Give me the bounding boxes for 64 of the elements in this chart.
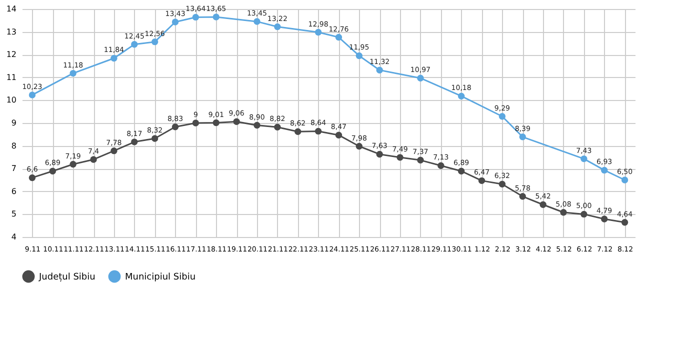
- point: [580, 155, 588, 162]
- point: [233, 118, 240, 125]
- point: [519, 193, 526, 200]
- y-tick-label: 9: [11, 118, 16, 128]
- point: [335, 34, 342, 41]
- point: [294, 128, 302, 136]
- y-tick-label: 8: [11, 141, 16, 150]
- point: [70, 160, 76, 168]
- point: [396, 154, 404, 161]
- point: [498, 113, 506, 120]
- y-tick-label: 10: [6, 96, 16, 105]
- point: [376, 66, 383, 74]
- point: [580, 210, 588, 218]
- point: [192, 120, 200, 126]
- point: [28, 92, 36, 98]
- point: [70, 70, 76, 77]
- y-tick-label: 13: [6, 27, 16, 36]
- point: [49, 168, 56, 174]
- point: [376, 150, 383, 158]
- point: [172, 124, 179, 130]
- point: [519, 134, 526, 140]
- point: [172, 18, 179, 26]
- point: [192, 14, 200, 21]
- point: [621, 176, 628, 184]
- point: [274, 23, 281, 30]
- point: [254, 122, 260, 129]
- point: [110, 54, 118, 62]
- point: [131, 40, 138, 48]
- y-tick-label: 6: [11, 186, 16, 196]
- point: [314, 28, 322, 36]
- y-tick-label: 7: [11, 164, 16, 174]
- point: [600, 166, 608, 174]
- legend-label: Județul Sibiu: [38, 272, 96, 283]
- point: [110, 147, 118, 154]
- y-tick-label: 11: [6, 72, 16, 82]
- point: [356, 52, 363, 60]
- point: [600, 216, 608, 222]
- point: [458, 168, 465, 174]
- legend-label: Municipiul Sibiu: [125, 272, 196, 283]
- point: [151, 135, 158, 142]
- y-tick-label: 14: [6, 4, 16, 14]
- point: [498, 180, 506, 188]
- point: [212, 119, 220, 126]
- point: [417, 156, 424, 164]
- point: [90, 156, 97, 163]
- y-tick-label: 4: [11, 232, 16, 242]
- y-tick-label: 12: [6, 50, 16, 60]
- point: [28, 174, 36, 182]
- point: [621, 219, 628, 226]
- point: [417, 74, 424, 82]
- point: [131, 138, 138, 146]
- point: [458, 92, 465, 100]
- point: [254, 18, 260, 25]
- point: [335, 132, 342, 138]
- point: [274, 124, 281, 130]
- point: [560, 209, 567, 216]
- point: [212, 14, 220, 20]
- point: [151, 38, 158, 46]
- point: [356, 142, 363, 150]
- point: [478, 177, 486, 184]
- point: [540, 201, 546, 208]
- y-tick-label: 5: [11, 210, 16, 219]
- point: [314, 128, 322, 135]
- point: [438, 162, 444, 169]
